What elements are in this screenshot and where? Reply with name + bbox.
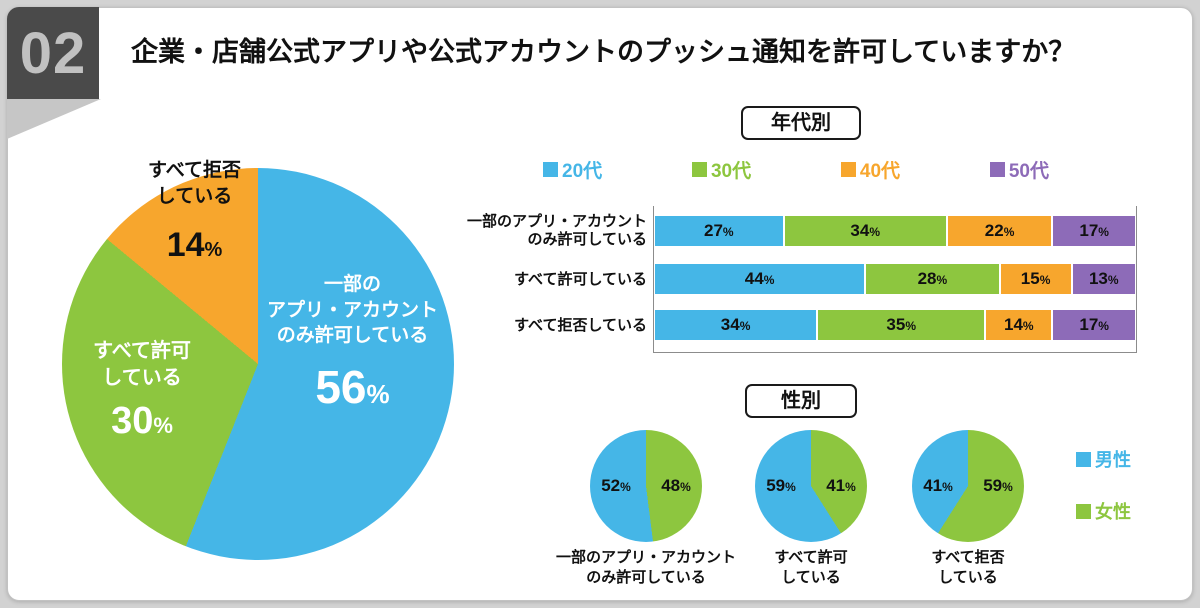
bar-row-label: 一部のアプリ・アカウント のみ許可している xyxy=(466,213,647,248)
gender-pie-label: すべて拒否 している xyxy=(931,549,1005,586)
legend-label: 40代 xyxy=(859,161,901,182)
axis-line-left xyxy=(653,206,654,353)
legend-label: 30代 xyxy=(710,161,752,182)
bar-segment: 34% xyxy=(784,216,948,246)
gender-pie-female-value: 48% xyxy=(661,476,691,495)
legend-swatch xyxy=(1076,451,1091,467)
gender-section-badge: 性別 xyxy=(745,384,857,418)
legend-label: 50代 xyxy=(1008,161,1049,182)
age-legend-item-30s: 30代 xyxy=(691,156,752,183)
stacked-bar: 34% 35% 14% 17% xyxy=(655,310,1135,340)
gender-pie-male-value: 59% xyxy=(766,476,796,495)
bar-segment: 28% xyxy=(866,264,1001,294)
main-pie-value-allow-all: 30% xyxy=(62,400,222,443)
legend-label: 20代 xyxy=(562,161,603,182)
percent-sign: % xyxy=(204,239,223,261)
pie-value-number: 14 xyxy=(166,226,205,264)
gender-legend-item-male: 男性 xyxy=(1076,446,1131,472)
bar-segment: 14% xyxy=(986,310,1054,340)
bar-segment: 44% xyxy=(655,264,867,294)
gender-pie-female-value: 41% xyxy=(826,476,856,495)
bar-segment: 17% xyxy=(1053,310,1135,340)
main-pie-value-deny-all: 14% xyxy=(112,226,277,265)
bar-segment: 35% xyxy=(818,310,987,340)
stacked-bar: 27% 34% 22% 17% xyxy=(655,216,1135,246)
gender-pie-label: すべて許可 している xyxy=(774,549,848,586)
page-number: 02 xyxy=(19,20,87,86)
age-legend-item-20s: 20代 xyxy=(543,156,602,183)
bar-segment: 17% xyxy=(1053,216,1135,246)
page-title: 企業・店舗公式アプリや公式アカウントのプッシュ通知を許可していますか？ xyxy=(131,37,1076,67)
page-number-badge: 02 xyxy=(7,7,99,99)
age-legend: 20代 30代 40代 50代 xyxy=(543,156,1049,183)
bar-segment: 13% xyxy=(1072,264,1135,294)
gender-pie-male-value: 41% xyxy=(923,476,953,495)
corner-fold xyxy=(7,99,101,139)
gender-pie-allow-all: 59% 41% xyxy=(755,430,867,542)
main-pie xyxy=(62,168,454,560)
main-pie-label-partial: 一部の アプリ・アカウント のみ許可している xyxy=(266,274,438,347)
legend-swatch xyxy=(543,162,558,177)
gender-pie-deny-all: 41% 59% xyxy=(912,430,1024,542)
gender-pie-label: 一部のアプリ・アカウント のみ許可している xyxy=(555,549,736,586)
bar-row-label: すべて拒否している xyxy=(514,317,647,334)
legend-swatch xyxy=(691,162,707,177)
legend-label: 女性 xyxy=(1095,502,1131,522)
percent-sign: % xyxy=(366,379,390,409)
age-legend-item-40s: 40代 xyxy=(840,156,901,183)
pie-value-number: 30 xyxy=(111,400,154,442)
bar-row-label: すべて許可している xyxy=(514,271,647,288)
stacked-bar: 44% 28% 15% 13% xyxy=(655,264,1135,294)
main-pie-label-allow-all: すべて許可 している xyxy=(93,340,191,389)
legend-label: 男性 xyxy=(1095,450,1131,470)
axis-line-bottom xyxy=(653,352,1137,353)
bar-segment: 27% xyxy=(655,216,785,246)
gender-legend: 男性 女性 xyxy=(1076,446,1131,550)
legend-swatch xyxy=(1076,503,1091,519)
main-pie-label-deny-all: すべて拒否 している xyxy=(148,160,241,207)
age-legend-item-50s: 50代 xyxy=(989,156,1049,183)
bar-segment: 22% xyxy=(947,216,1054,246)
gender-pie-male-value: 52% xyxy=(601,476,631,495)
gender-legend-item-female: 女性 xyxy=(1076,498,1131,524)
percent-sign: % xyxy=(153,413,173,438)
gender-pie-female-value: 59% xyxy=(983,476,1013,495)
age-section-badge: 年代別 xyxy=(741,106,861,140)
main-pie-value-partial: 56% xyxy=(250,360,455,414)
legend-swatch xyxy=(989,162,1005,177)
bar-segment: 34% xyxy=(655,310,819,340)
pie-value-number: 56 xyxy=(315,361,367,413)
legend-swatch xyxy=(840,162,856,177)
gender-pie-partial: 52% 48% xyxy=(590,430,702,542)
bar-segment: 15% xyxy=(1000,264,1073,294)
axis-line-right xyxy=(1136,206,1137,353)
